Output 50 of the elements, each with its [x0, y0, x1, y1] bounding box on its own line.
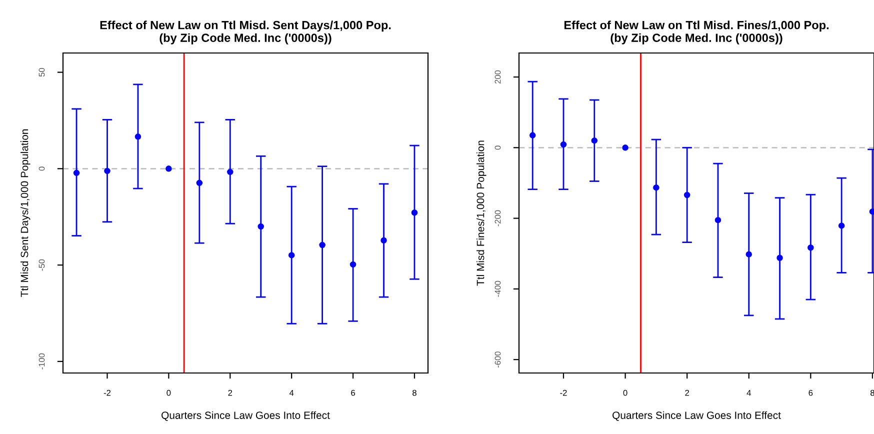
x-tick-label: 6	[808, 390, 813, 396]
point	[746, 251, 752, 258]
y-tick-label: -400	[494, 280, 501, 297]
y-tick-label: -200	[494, 210, 501, 226]
y-tick-label: 0	[38, 166, 45, 171]
x-tick-label: 8	[412, 390, 416, 396]
point	[776, 254, 783, 261]
point	[319, 242, 326, 248]
point	[560, 141, 567, 148]
y-axis-title: Ttl Misd Fines/1,000 Population	[476, 140, 486, 286]
point	[808, 244, 814, 251]
point	[350, 261, 356, 268]
y-tick-label: 50	[38, 68, 45, 77]
x-tick-label: -2	[560, 390, 567, 396]
point	[104, 168, 110, 174]
x-tick-label: 4	[289, 390, 294, 396]
x-tick-label: 0	[166, 390, 171, 396]
point	[622, 144, 628, 151]
y-tick-label: 200	[494, 70, 501, 84]
point	[258, 223, 264, 230]
x-tick-label: 2	[685, 390, 689, 396]
point	[411, 209, 418, 216]
x-tick-label: -2	[104, 390, 111, 396]
x-tick-label: 2	[228, 390, 232, 396]
x-tick-label: 6	[351, 390, 355, 396]
point	[838, 222, 845, 229]
point	[288, 252, 295, 258]
x-tick-label: 0	[623, 390, 628, 396]
y-tick-label: -600	[494, 352, 501, 368]
point	[653, 184, 660, 191]
point	[529, 132, 536, 138]
point	[380, 237, 387, 244]
point	[73, 170, 80, 176]
x-tick-label: 8	[870, 390, 874, 396]
y-axis-title: Ttl Misd Sent Days/1,000 Population	[20, 129, 30, 298]
point	[714, 216, 722, 224]
point	[134, 134, 142, 140]
x-axis-title: Quarters Since Law Goes Into Effect	[162, 411, 330, 421]
point	[591, 137, 598, 144]
point	[684, 192, 690, 198]
point	[227, 168, 234, 176]
chart-title: Effect of New Law on Ttl Misd. Fines/1,000 Pop. (by Zip Code Med. Inc ('0000s))	[564, 20, 829, 44]
y-tick-label: -50	[38, 259, 45, 271]
x-tick-label: 4	[746, 390, 751, 396]
y-tick-label: -100	[38, 353, 45, 370]
chart-title: Effect of New Law on Ttl Misd. Sent Days/1,000 Pop. (by Zip Code Med. Inc ('0000s))	[100, 20, 391, 44]
x-axis-title: Quarters Since Law Goes Into Effect	[612, 411, 781, 421]
point	[166, 166, 172, 172]
point	[196, 180, 203, 186]
y-tick-label: 0	[494, 146, 501, 150]
